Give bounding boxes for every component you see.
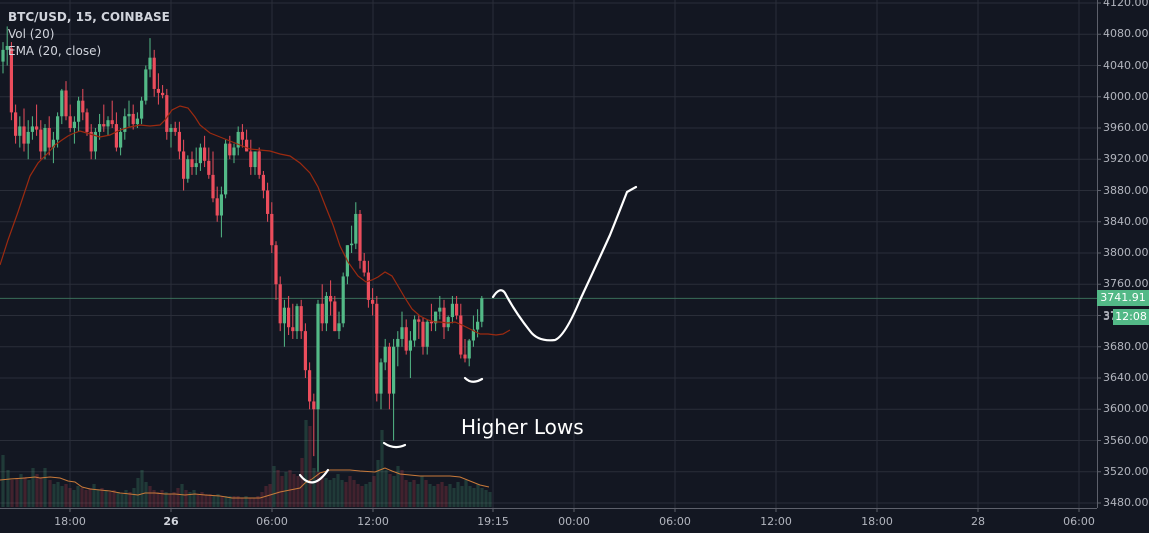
time-axis-label: 12:00 xyxy=(760,515,792,528)
price-axis-label: 3880.00 xyxy=(1103,183,1149,197)
price-axis-label: 3560.00 xyxy=(1103,433,1149,447)
symbol-title[interactable]: BTC/USD, 15, COINBASE xyxy=(8,10,170,24)
price-axis-label: 3480.00 xyxy=(1103,496,1149,509)
price-axis-label: 4080.00 xyxy=(1103,27,1149,41)
volume-bars xyxy=(1,420,492,507)
price-axis-label: 3600.00 xyxy=(1103,402,1149,416)
time-axis-label: 26 xyxy=(163,515,179,528)
price-axis-label: 3800.00 xyxy=(1103,246,1149,259)
price-axis-label: 3960.00 xyxy=(1103,121,1149,134)
price-axis-label: 4000.00 xyxy=(1103,89,1149,103)
time-axis-label: 19:15 xyxy=(477,515,509,528)
higher-low-arc-1-drawing[interactable] xyxy=(298,468,330,484)
projection-path-drawing[interactable] xyxy=(491,185,638,342)
time-axis-ticks xyxy=(69,508,1080,512)
ema-line xyxy=(0,105,511,336)
time-axis-label: 18:00 xyxy=(861,515,893,528)
time-axis-label: 06:00 xyxy=(659,515,691,528)
price-axis-ticks xyxy=(1097,2,1101,504)
chart-legend: BTC/USD, 15, COINBASE Vol (20) EMA (20, … xyxy=(8,9,170,60)
time-axis-label: 18:00 xyxy=(54,515,86,528)
last-price-tag: 3741.91 xyxy=(1097,290,1149,307)
time-axis-label: 12:00 xyxy=(357,515,389,528)
higher-lows-annotation[interactable]: Higher Lows xyxy=(461,415,584,439)
higher-low-arc-3-drawing[interactable] xyxy=(463,376,484,383)
price-axis-label: 4120.00 xyxy=(1103,0,1149,9)
higher-low-arc-2-drawing[interactable] xyxy=(382,441,407,449)
time-axis-label: 06:00 xyxy=(1063,515,1095,528)
price-axis-label: 3520.00 xyxy=(1103,464,1149,478)
ema-indicator-label[interactable]: EMA (20, close) xyxy=(8,44,102,58)
time-axis-label: 00:00 xyxy=(558,515,590,528)
time-axis-label: 06:00 xyxy=(256,515,288,528)
volume-ma-line xyxy=(0,467,490,499)
price-axis-label: 3920.00 xyxy=(1103,152,1149,166)
price-axis-label: 3640.00 xyxy=(1103,371,1149,384)
time-axis-label: 28 xyxy=(971,515,985,528)
price-axis-label: 3760.00 xyxy=(1103,277,1149,291)
price-axis-label: 3840.00 xyxy=(1103,214,1149,228)
trend-drawings xyxy=(298,185,638,484)
price-axis-label: 4040.00 xyxy=(1103,58,1149,72)
volume-indicator-label[interactable]: Vol (20) xyxy=(8,27,55,41)
candlesticks xyxy=(1,26,484,472)
candle-countdown-timer: 12:08 xyxy=(1113,309,1149,325)
price-axis-label: 3680.00 xyxy=(1103,339,1149,353)
